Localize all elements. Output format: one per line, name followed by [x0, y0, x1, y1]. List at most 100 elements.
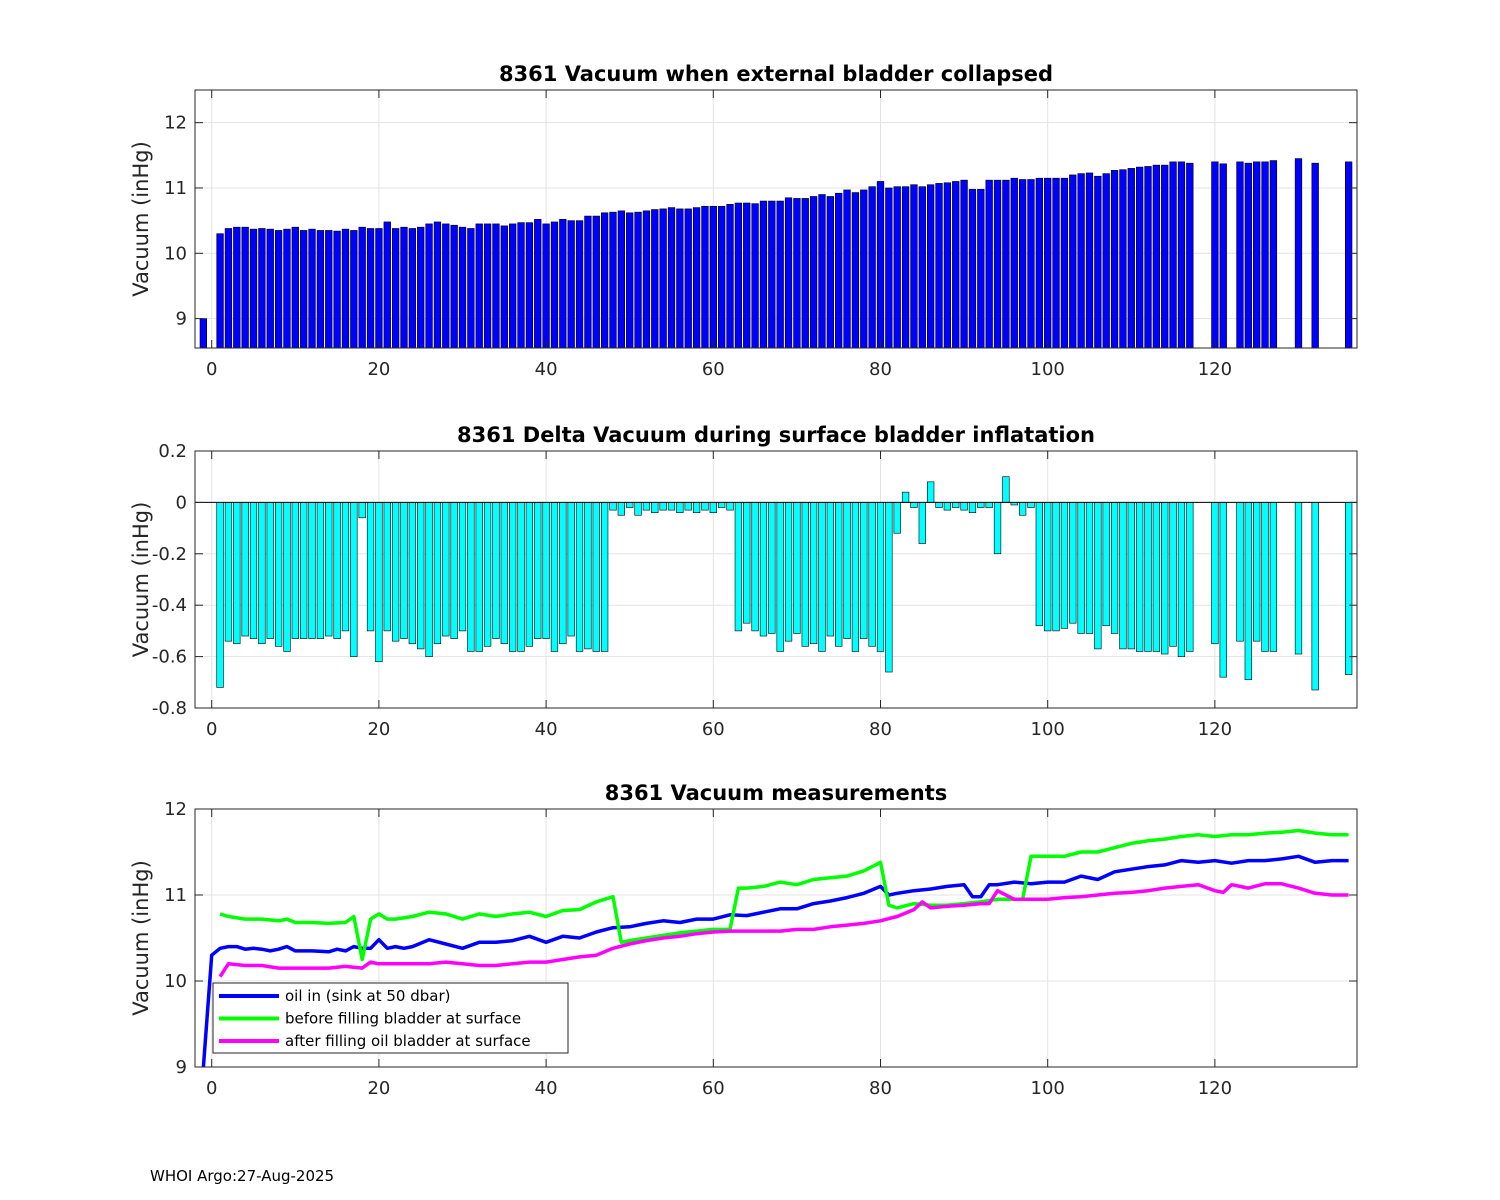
bar [1169, 502, 1177, 647]
bar [818, 502, 826, 652]
bar [1110, 170, 1119, 348]
bar [985, 502, 993, 508]
bar [559, 502, 567, 645]
bar [199, 318, 208, 348]
bar [467, 228, 475, 348]
bar [1002, 179, 1010, 348]
bar [893, 502, 901, 534]
bar [1294, 502, 1303, 655]
bar [575, 220, 584, 348]
bar [1311, 162, 1319, 348]
chart-vacuum-measurements: oil in (sink at 50 dbar) before filling b… [129, 781, 1358, 1099]
bar [1294, 158, 1303, 348]
bar [977, 188, 985, 348]
bar [1085, 172, 1094, 348]
bar [1102, 502, 1110, 627]
bar [266, 228, 274, 348]
bar [425, 502, 433, 657]
bar [216, 502, 224, 688]
bar [1052, 177, 1060, 348]
bar [266, 502, 274, 639]
bar [408, 228, 416, 348]
bar [375, 502, 383, 663]
bar [876, 181, 885, 348]
bar [542, 223, 550, 348]
bar [592, 215, 600, 348]
bar [1002, 476, 1010, 503]
bar [868, 502, 876, 647]
bar [709, 502, 717, 513]
bar [1253, 161, 1261, 348]
bar [1127, 502, 1135, 650]
bar [341, 228, 350, 348]
x-tick-label: 20 [367, 1078, 390, 1099]
bar [1186, 162, 1194, 348]
bar [1069, 502, 1077, 624]
y-tick-label: 10 [164, 971, 187, 992]
bar [1236, 502, 1244, 642]
bar [1186, 502, 1194, 652]
bar [483, 223, 492, 348]
bar [617, 210, 625, 348]
bar [475, 223, 483, 348]
bar [358, 226, 366, 348]
y-axis-label: Vacuum (inHg) [129, 141, 153, 297]
bar [843, 189, 851, 348]
bar [224, 228, 233, 348]
bar [901, 491, 910, 503]
y-tick-label: 11 [164, 885, 187, 906]
bar [333, 502, 341, 639]
bar [651, 209, 659, 348]
bar [358, 502, 366, 519]
x-tick-label: 40 [535, 359, 558, 380]
y-tick-label: -0.2 [152, 544, 187, 565]
bar [1161, 164, 1169, 348]
bar [1144, 166, 1152, 348]
bar [442, 223, 450, 348]
bar [1269, 502, 1278, 652]
bar [308, 228, 316, 348]
bar [1069, 174, 1077, 348]
footer-prefix: WHOI Argo: [150, 1167, 238, 1185]
series-line [218, 882, 1349, 978]
bar [274, 502, 283, 647]
bar [809, 196, 818, 348]
bar [609, 211, 617, 348]
bar [726, 502, 734, 511]
chart-title: 8361 Vacuum measurements [605, 781, 948, 805]
bar [450, 224, 458, 348]
bar [718, 502, 726, 508]
x-tick-label: 20 [367, 359, 390, 380]
bar [993, 502, 1002, 555]
bar [1110, 502, 1119, 634]
bar [525, 502, 534, 647]
series-line [219, 828, 1349, 962]
bar [935, 502, 943, 508]
bar [300, 502, 308, 639]
bar [316, 502, 325, 639]
x-tick-label: 20 [367, 719, 390, 740]
bar [216, 233, 224, 348]
bar [1236, 161, 1244, 348]
y-tick-label: 10 [164, 243, 187, 264]
bar [550, 221, 559, 348]
x-tick-label: 100 [1031, 719, 1065, 740]
bar [1136, 166, 1144, 348]
chart-title: 8361 Vacuum when external bladder collap… [499, 62, 1053, 86]
legend: oil in (sink at 50 dbar) before filling b… [212, 982, 569, 1054]
bar [567, 502, 575, 637]
bar [1035, 177, 1043, 348]
bar [851, 192, 860, 348]
bar [1161, 502, 1169, 655]
bar [1119, 169, 1127, 348]
bar [283, 502, 291, 652]
bar [809, 502, 818, 645]
bar [417, 226, 425, 348]
bar [258, 502, 266, 645]
bar [600, 212, 609, 348]
bar [233, 226, 241, 348]
bar [1044, 502, 1052, 632]
y-tick-label: 11 [164, 178, 187, 199]
bar [952, 181, 960, 348]
bar [433, 221, 442, 348]
